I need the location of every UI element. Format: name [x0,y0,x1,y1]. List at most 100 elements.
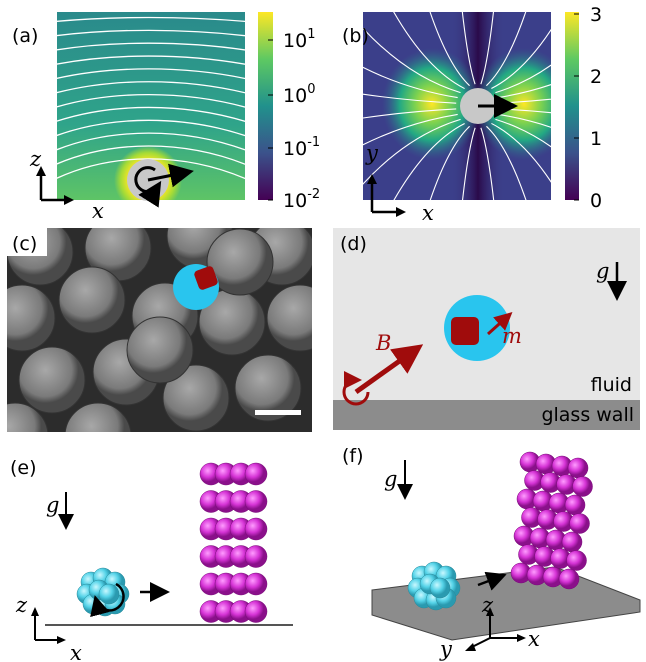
column-sphere [244,600,268,623]
streamline [462,127,476,200]
streamline [363,113,458,146]
streamline [57,68,245,80]
label-box [7,228,47,256]
sem-sphere [162,364,230,432]
streamline [57,81,245,94]
column-sphere [244,572,268,596]
sem-sphere [234,354,302,422]
column-sphere [564,494,586,516]
colorbar-label: 10-1 [283,135,320,160]
tick-base: 10 [283,85,307,107]
column-sphere [558,568,580,590]
column-sphere [244,545,268,568]
rotation-arrow [90,582,125,618]
lobe [382,48,482,160]
velocity-arrow [477,571,507,591]
sem-sphere [206,228,274,296]
streamline [57,158,245,180]
column-sphere [572,476,593,497]
moment-arrow [486,311,513,336]
cluster-sphere [98,583,120,605]
axis-arrows [34,614,60,641]
field-rotation [342,371,370,406]
streamline [57,106,245,123]
gravity-label: g [384,467,397,491]
tick-exponent: -1 [307,135,320,150]
tick-exponent: 1 [307,27,315,42]
axis-arrows [370,180,400,214]
panel-label: (f) [342,445,364,467]
sem-sphere [7,402,49,432]
column-sphere [244,462,268,486]
rotation-arrow [134,166,162,208]
panel-label: (c) [12,233,37,255]
streamline [429,12,470,87]
streamline [491,122,551,183]
streamline [429,125,470,200]
glass-wall [333,400,640,430]
panel-d: (d) m B g fluid glass wall [333,228,640,430]
sem-sphere [58,266,126,334]
field-label: B [375,331,391,355]
streamline [461,12,476,85]
panel-label: (d) [340,233,367,255]
streamline [57,29,245,37]
axis-label: z [481,593,494,617]
panel-label: (a) [12,25,38,47]
gravity-label: g [46,493,59,517]
panel-f: (f) g z x y [342,445,641,661]
column-sphere [569,513,590,534]
axis-label: x [92,199,104,223]
column-sphere [566,550,587,571]
colorbar-label: 100 [283,82,315,107]
streamline [363,93,457,104]
colorbar [258,12,273,200]
magnetic-cap [451,317,479,345]
streamline [363,27,461,94]
streamline [491,28,551,90]
streamline [363,118,461,185]
gravity-label: g [596,259,609,283]
axis-arrows [39,172,68,202]
streamline [495,118,551,148]
moment-label: m [502,324,522,348]
magnetic-cap [194,266,218,290]
tick-exponent: -2 [307,187,320,202]
axis-heads [31,607,66,644]
panel-label: (b) [342,25,369,47]
axis-label: x [70,641,82,662]
column-sphere [244,517,268,541]
colorbar [565,12,579,200]
tick-base: 10 [283,30,307,52]
streamline [393,12,465,90]
streamline [495,64,551,94]
streamline [393,122,465,200]
streamline [486,125,527,200]
streamline [57,16,245,23]
axis-label: y [439,637,453,661]
axis-heads [465,607,526,651]
colorbar-label: 1 [590,128,602,150]
colorbar-label: 3 [590,4,602,26]
streamline [57,94,245,108]
streamline [57,42,245,51]
panel-e: (e) g z x [10,457,293,662]
cluster-sphere [429,577,451,599]
streamline [480,12,494,85]
velocity-arrow [147,163,194,188]
wall-label: glass wall [541,404,634,426]
tick-base: 10 [283,190,307,212]
colorbar-label: 10-2 [283,187,320,212]
column-sphere [561,531,583,553]
tick-exponent: 0 [307,82,315,97]
sem-sphere [126,316,194,384]
axis-label: z [15,593,28,617]
sem-sphere [64,402,132,432]
panel-label: (e) [10,457,37,479]
column-sphere [567,457,589,479]
axis-heads [367,174,406,217]
axis-label: x [528,627,540,651]
panel-b: (b) y x 3 2 1 0 [342,4,602,225]
panel-c: (c) [7,228,312,432]
